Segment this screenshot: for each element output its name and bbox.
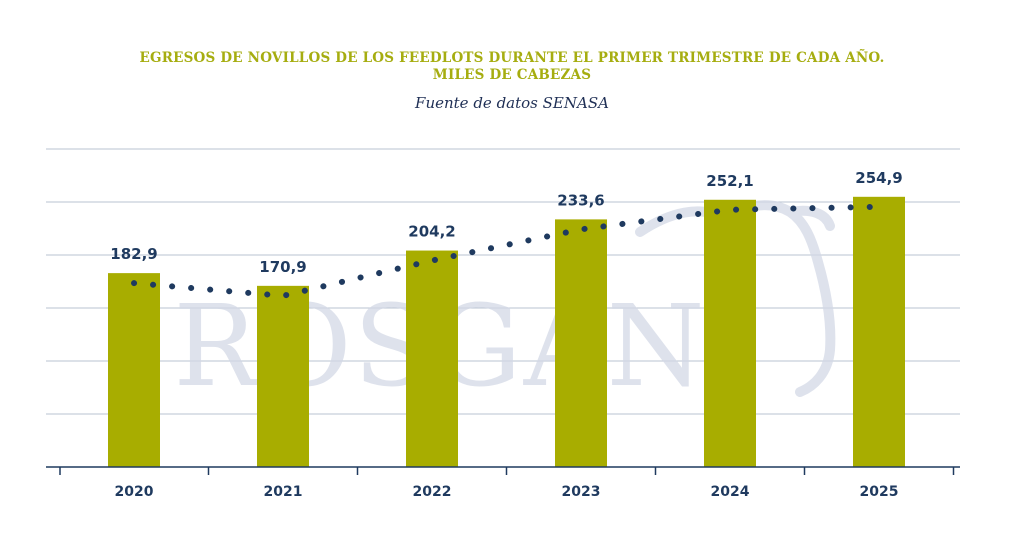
bar-2024 [704,199,756,468]
x-tick-label: 2024 [711,484,750,500]
x-tick-label: 2021 [264,484,303,500]
chart-title-line-1: EGRESOS DE NOVILLOS DE LOS FEEDLOTS DURA… [139,50,885,66]
value-label: 182,9 [110,245,157,263]
bar-2020 [108,273,160,467]
value-label: 252,1 [706,172,753,190]
x-tick-label: 2023 [562,484,601,500]
bar-2023 [555,219,607,467]
bar-2022 [406,250,458,467]
value-label: 254,9 [855,169,902,187]
value-label: 204,2 [408,223,455,241]
x-tick-label: 2022 [413,484,452,500]
chart-title-line-2: MILES DE CABEZAS [432,67,592,83]
chart-subtitle: Fuente de datos SENASA [415,94,609,112]
bar-2021 [257,285,309,467]
x-tick-label: 2020 [115,484,154,500]
trend-line [131,203,882,299]
bar-2025 [853,196,905,467]
x-tick-label: 2025 [860,484,899,500]
value-label: 233,6 [557,191,604,209]
value-label: 170,9 [259,258,306,276]
